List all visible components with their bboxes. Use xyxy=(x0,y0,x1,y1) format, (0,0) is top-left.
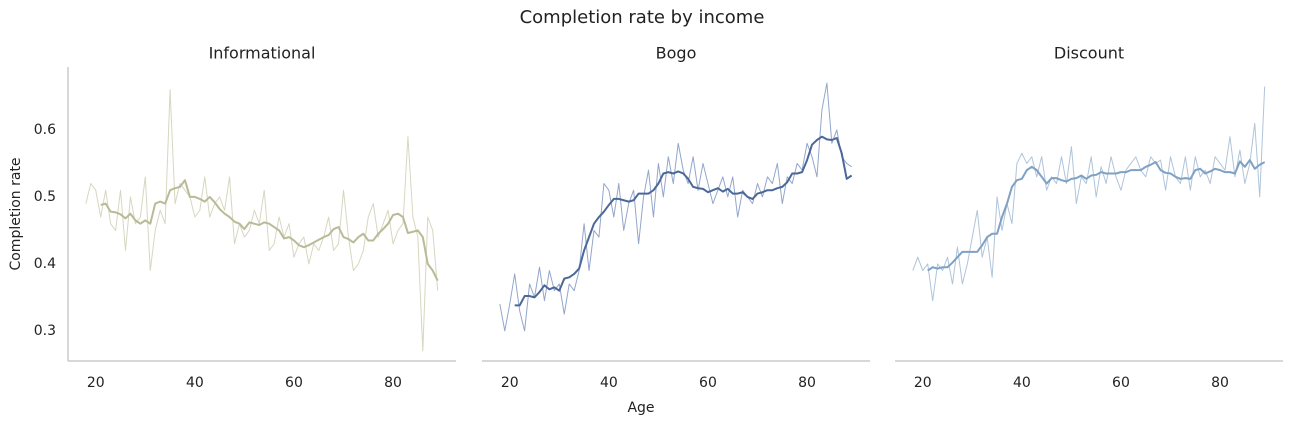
x-tick-label: 80 xyxy=(384,375,402,391)
figure-title: Completion rate by income xyxy=(520,7,765,28)
x-tick-label: 40 xyxy=(186,375,204,391)
data-line xyxy=(514,135,853,307)
panel-title: Informational xyxy=(209,44,316,63)
y-tick-label: 0.3 xyxy=(34,323,56,339)
x-tick-label: 80 xyxy=(1211,375,1229,391)
data-line xyxy=(927,159,1266,272)
data-line xyxy=(912,86,1266,302)
x-tick-label: 60 xyxy=(285,375,303,391)
panel-title: Discount xyxy=(1054,44,1124,63)
data-line xyxy=(100,179,439,282)
y-tick-label: 0.5 xyxy=(34,189,56,205)
x-tick-label: 20 xyxy=(914,375,932,391)
y-tick-label: 0.4 xyxy=(34,256,56,272)
y-tick-label: 0.6 xyxy=(34,122,56,138)
x-tick-label: 20 xyxy=(501,375,519,391)
x-tick-label: 20 xyxy=(87,375,105,391)
panel-title: Bogo xyxy=(656,44,697,63)
x-tick-label: 60 xyxy=(1112,375,1130,391)
y-axis-label: Completion rate xyxy=(8,157,24,270)
x-tick-label: 40 xyxy=(1013,375,1031,391)
data-line xyxy=(85,89,439,352)
x-axis-label: Age xyxy=(627,400,654,416)
x-tick-label: 40 xyxy=(600,375,618,391)
x-tick-label: 60 xyxy=(699,375,717,391)
data-line xyxy=(499,82,852,332)
x-tick-label: 80 xyxy=(798,375,816,391)
